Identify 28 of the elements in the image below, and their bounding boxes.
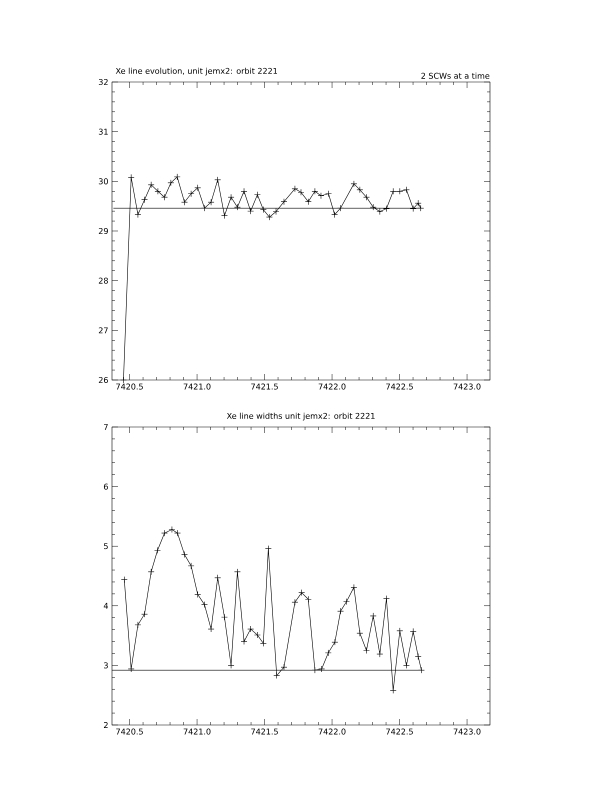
x-tick-label: 7423.0 [454,384,481,390]
x-tick-label: 7421.0 [184,728,211,735]
y-tick-label: 5 [104,543,108,550]
x-tick-label: 7421.0 [184,384,211,390]
y-tick-label: 7 [104,424,108,430]
x-tick-label: 7420.5 [116,728,143,735]
y-tick-label: 30 [98,178,108,184]
x-tick-label: 7422.0 [318,728,346,735]
x-tick-label: 7422.0 [318,384,346,390]
y-tick-label: 6 [104,484,108,490]
x-tick-label: 7422.5 [386,728,413,735]
y-tick-label: 3 [104,662,108,668]
y-tick-label: 29 [98,228,108,234]
x-tick-label: 7421.5 [251,728,278,735]
y-tick-label: 28 [98,278,108,284]
x-tick-label: 7423.0 [454,728,481,735]
text: 2 SCWs at a time [421,72,490,79]
x-tick-label: 7420.5 [116,384,143,390]
y-tick-label: 26 [98,376,108,384]
y-tick-label: 31 [98,128,108,135]
chart-title: Xe line evolution, unit jemx2: orbit 2221 [116,68,278,76]
y-tick-label: 4 [104,602,108,609]
chart-title: Xe line widths unit jemx2: orbit 2221 [226,412,375,420]
y-tick-label: 32 [98,78,108,86]
x-tick-label: 7421.5 [251,384,278,390]
x-tick-label: 7422.5 [386,384,413,390]
y-tick-label: 2 [104,722,108,728]
y-tick-label: 27 [98,327,108,334]
